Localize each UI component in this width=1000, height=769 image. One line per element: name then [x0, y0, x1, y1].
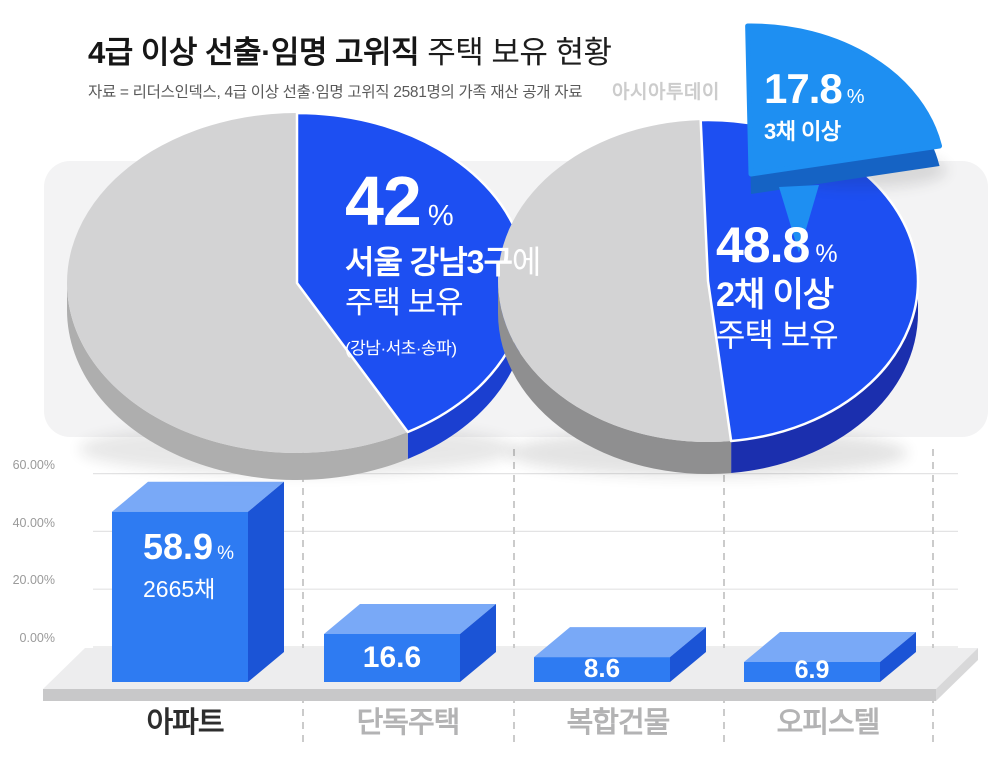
- gangnam-pie-line1: 서울 강남3구에: [345, 244, 541, 280]
- multi-home-pie-percent: 48.8%: [716, 217, 838, 273]
- multi-home-pie-label: 48.8% 2채 이상 주택 보유: [716, 217, 839, 354]
- publisher-logo: 아시아투데이: [612, 82, 720, 103]
- three-homes-callout-slice: [745, 23, 943, 253]
- bar-house-value: 16.6: [362, 641, 422, 674]
- callout-pointer: [779, 185, 819, 253]
- y-tick-20: 20.00%: [12, 573, 55, 587]
- percent-unit: %: [217, 543, 234, 564]
- bar-apartment-value: 58.9% 2665채: [143, 526, 234, 603]
- category-apartment: 아파트: [146, 707, 224, 739]
- gangnam-pie-line2: 주택 보유: [345, 285, 464, 321]
- multi-home-pie-line2: 주택 보유: [716, 317, 839, 354]
- bar-complex-value: 8.6: [583, 653, 621, 683]
- y-tick-60: 60.00%: [12, 458, 55, 472]
- percent-unit: %: [846, 86, 865, 108]
- percent-unit: %: [815, 240, 838, 268]
- source-note: 자료 = 리더스인덱스, 4급 이상 선출·임명 고위직 2581명의 가족 재…: [88, 84, 583, 101]
- y-tick-0: 0.00%: [19, 631, 55, 645]
- bar-apartment-count: 2665채: [143, 576, 216, 602]
- bar-officetel-value: 6.9: [794, 656, 830, 684]
- page-title-strong: 4급 이상 선출·임명 고위직: [88, 35, 420, 70]
- page-title: 4급 이상 선출·임명 고위직 주택 보유 현황: [88, 27, 612, 72]
- gangnam-pie-percent: 42%: [345, 162, 454, 240]
- three-homes-callout-label: 17.8% 3채 이상: [764, 68, 865, 146]
- three-homes-percent: 17.8%: [764, 65, 865, 112]
- bar-3: [744, 632, 916, 682]
- y-tick-40: 40.00%: [12, 516, 55, 530]
- category-complex: 복합건물: [566, 707, 671, 739]
- page-title-rest: 주택 보유 현황: [419, 35, 612, 70]
- bar-0: [112, 481, 284, 682]
- bar-1: [324, 604, 496, 682]
- percent-unit: %: [427, 200, 454, 232]
- gangnam-pie-districts: (강남·서초·송파): [345, 338, 457, 358]
- bar-2: [534, 627, 706, 682]
- gangnam-pie-label: 42% 서울 강남3구에 주택 보유 (강남·서초·송파): [345, 162, 541, 359]
- multi-home-pie-line1: 2채 이상: [716, 276, 834, 314]
- three-homes-text: 3채 이상: [764, 119, 841, 144]
- category-house: 단독주택: [356, 707, 461, 739]
- bar-series: [112, 481, 916, 682]
- multi-home-pie: [498, 118, 920, 474]
- category-officetel: 오피스텔: [776, 707, 881, 739]
